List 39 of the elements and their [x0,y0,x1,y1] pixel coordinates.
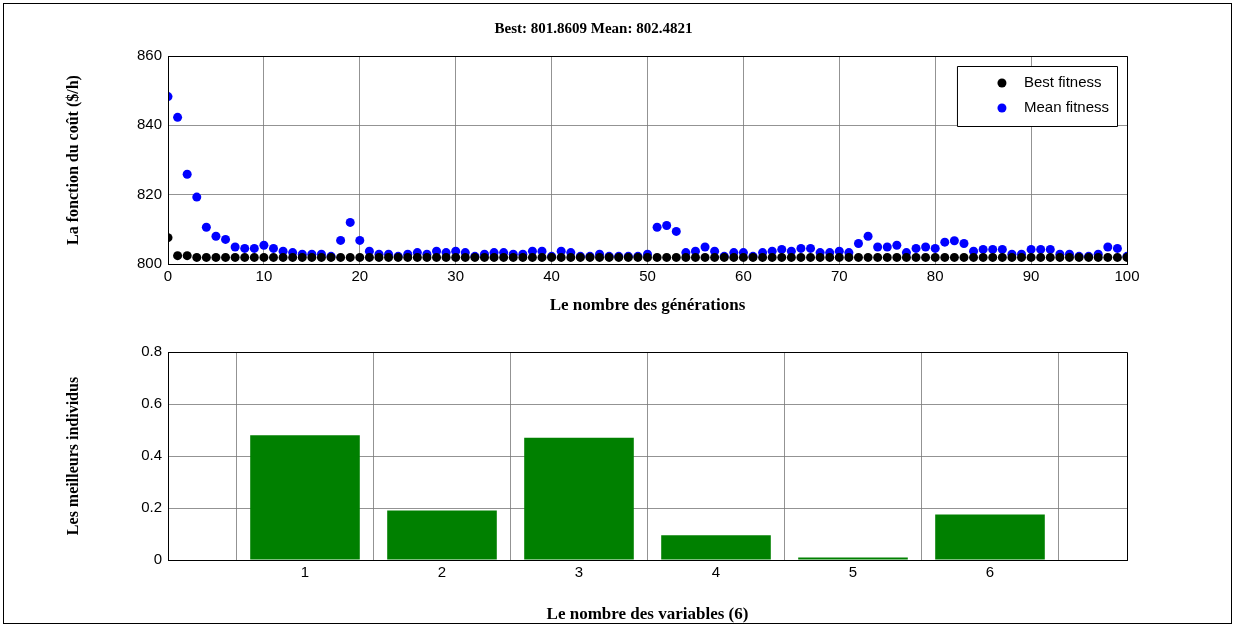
x-tick-label: 40 [543,267,560,285]
x-tick-label: 30 [447,267,465,285]
y-tick-label: 0.2 [141,498,162,516]
x-tick-label: 3 [574,563,584,581]
y-tick-label: 0 [153,550,162,568]
y-tick-label: 840 [136,115,162,133]
x-axis-title: Le nombre des variables (6) [546,604,749,624]
legend-label: Best fitness [1023,73,1102,91]
x-tick-label: 60 [735,267,752,285]
x-tick-label: 100 [1114,267,1140,285]
x-tick-label: 20 [351,267,369,285]
y-axis-title: La fonction du coût ($/h) [63,75,82,245]
x-tick-label: 10 [255,267,273,285]
x-tick-label: 70 [830,267,848,285]
x-tick-label: 2 [437,563,447,581]
x-tick-label: 5 [848,563,858,581]
x-tick-label: 6 [985,563,995,581]
bar [935,514,1045,560]
x-tick-label: 90 [1022,267,1040,285]
bar [798,557,908,560]
y-tick-label: 860 [136,46,162,64]
y-axis-title: Les meilleurs individus [63,376,81,536]
bar [387,510,497,560]
chart-title: Best: 801.8609 Mean: 802.4821 [494,19,693,36]
y-tick-label: 820 [136,184,162,202]
x-tick-label: 4 [711,563,721,581]
y-tick-label: 0.4 [141,446,162,464]
y-tick-label: 0.8 [141,342,162,360]
y-tick-label: 800 [136,254,162,272]
x-tick-label: 0 [163,267,173,285]
legend-label: Mean fitness [1023,98,1110,116]
x-tick-label: 50 [639,267,656,285]
x-axis-title: Le nombre des générations [549,295,746,315]
x-tick-label: 80 [926,267,944,285]
y-tick-label: 0.6 [141,394,162,412]
bar [661,535,771,560]
x-tick-label: 1 [300,563,310,581]
bar [250,435,360,560]
bar [524,437,634,560]
